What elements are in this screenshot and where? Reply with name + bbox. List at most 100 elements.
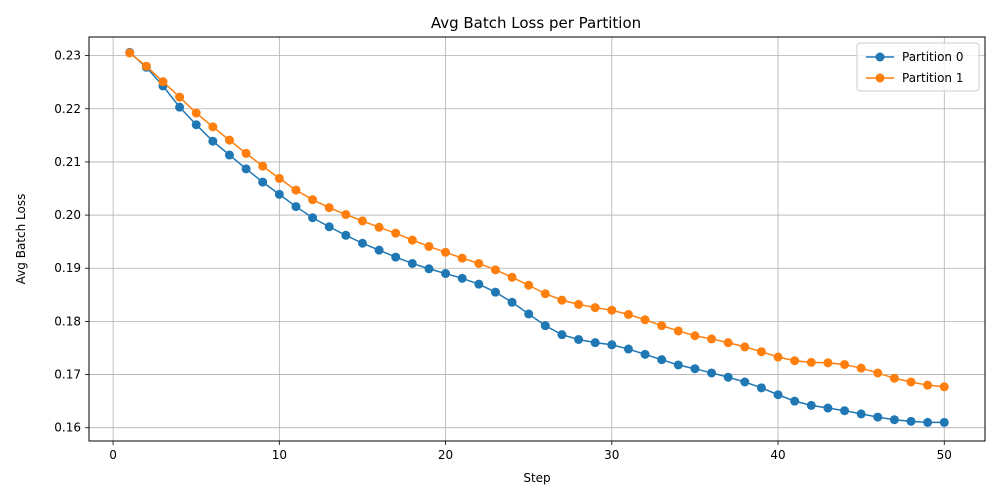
data-point xyxy=(457,253,467,263)
data-point xyxy=(590,338,600,348)
plot-frame xyxy=(88,36,986,442)
data-point xyxy=(723,338,733,348)
x-tick-label: 10 xyxy=(272,448,287,462)
data-point xyxy=(923,380,933,390)
y-tick-label: 0.21 xyxy=(54,155,81,169)
data-point xyxy=(856,363,866,373)
data-point xyxy=(507,297,517,307)
data-point xyxy=(208,122,218,132)
y-axis-label: Avg Batch Loss xyxy=(14,194,28,285)
data-point xyxy=(590,303,600,313)
data-point xyxy=(790,396,800,406)
data-point xyxy=(889,415,899,425)
data-point xyxy=(341,210,351,220)
data-point xyxy=(175,92,185,102)
legend-entry: Partition 0 xyxy=(866,50,963,64)
data-point xyxy=(740,342,750,352)
data-point xyxy=(856,409,866,419)
data-point xyxy=(224,150,234,160)
data-point xyxy=(424,241,434,251)
data-point xyxy=(258,161,268,171)
data-point xyxy=(790,356,800,366)
data-point xyxy=(939,417,949,427)
data-point xyxy=(873,412,883,422)
data-point xyxy=(441,269,451,279)
y-axis-ticks: 0.16 0.17 0.18 0.19 0.20 0.21 0.22 0.23 xyxy=(54,49,89,435)
legend-box xyxy=(856,42,980,92)
data-point xyxy=(756,383,766,393)
series-line xyxy=(129,51,945,424)
data-point xyxy=(740,377,750,387)
data-point xyxy=(707,334,717,344)
chart-title: Avg Batch Loss per Partition xyxy=(431,14,641,32)
data-point xyxy=(424,264,434,274)
data-point xyxy=(623,344,633,354)
data-point xyxy=(175,102,185,112)
y-tick-label: 0.22 xyxy=(54,102,81,116)
data-point xyxy=(524,309,534,319)
data-point xyxy=(391,252,401,262)
data-point xyxy=(191,108,201,118)
data-point xyxy=(773,352,783,362)
data-point xyxy=(507,272,517,282)
y-tick-label: 0.16 xyxy=(54,421,81,435)
data-point xyxy=(574,334,584,344)
data-point xyxy=(125,48,135,58)
data-point xyxy=(840,406,850,416)
series-lines xyxy=(125,47,949,427)
data-point xyxy=(607,340,617,350)
data-point xyxy=(308,213,318,223)
data-point xyxy=(274,173,284,183)
legend-marker xyxy=(875,52,885,62)
data-point xyxy=(308,195,318,205)
data-point xyxy=(657,321,667,331)
data-point xyxy=(474,279,484,289)
x-tick-label: 50 xyxy=(937,448,952,462)
x-tick-label: 30 xyxy=(604,448,619,462)
data-point xyxy=(357,216,367,226)
data-point xyxy=(640,315,650,325)
data-point xyxy=(574,299,584,309)
series-line xyxy=(129,52,945,388)
data-point xyxy=(889,373,899,383)
data-point xyxy=(906,416,916,426)
legend-entry: Partition 1 xyxy=(866,71,963,85)
legend: Partition 0 Partition 1 xyxy=(856,42,980,92)
data-point xyxy=(840,359,850,369)
data-point xyxy=(623,309,633,319)
x-tick-label: 0 xyxy=(109,448,117,462)
x-axis-label: Step xyxy=(523,471,550,485)
data-point xyxy=(873,368,883,378)
data-point xyxy=(490,265,500,275)
data-point xyxy=(557,295,567,305)
x-tick-label: 40 xyxy=(770,448,785,462)
data-point xyxy=(474,258,484,268)
data-point xyxy=(540,289,550,299)
data-point xyxy=(657,355,667,365)
legend-label: Partition 1 xyxy=(902,71,963,85)
data-point xyxy=(374,245,384,255)
x-axis-ticks: 0 10 20 30 40 50 xyxy=(109,441,952,462)
data-point xyxy=(224,135,234,145)
data-point xyxy=(241,164,251,174)
data-point xyxy=(773,390,783,400)
data-point xyxy=(723,372,733,382)
data-point xyxy=(158,77,168,87)
legend-marker xyxy=(875,73,885,83)
data-point xyxy=(191,120,201,130)
data-point xyxy=(707,368,717,378)
data-point xyxy=(391,228,401,238)
data-point xyxy=(540,321,550,331)
data-point xyxy=(490,287,500,297)
legend-label: Partition 0 xyxy=(902,50,963,64)
data-point xyxy=(241,148,251,158)
y-tick-label: 0.23 xyxy=(54,49,81,63)
data-point xyxy=(690,364,700,374)
data-point xyxy=(756,347,766,357)
data-point xyxy=(607,305,617,315)
y-tick-label: 0.18 xyxy=(54,314,81,328)
data-point xyxy=(524,280,534,290)
data-point xyxy=(141,61,151,71)
data-point xyxy=(258,177,268,187)
